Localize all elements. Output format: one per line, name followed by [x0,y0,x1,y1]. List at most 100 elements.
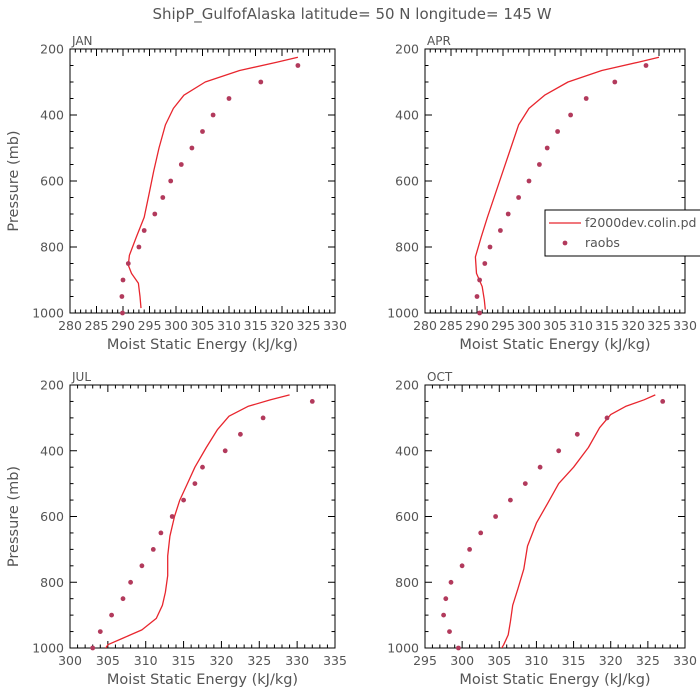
y-tick-label: 200 [40,42,64,57]
obs-point [544,145,550,151]
panel-label: JUL [71,370,91,384]
obs-point [109,612,114,618]
legend-box [544,209,700,257]
y-tick-label: 200 [395,378,419,393]
x-tick-label: 325 [247,653,271,668]
obs-point [498,228,503,233]
y-tick-label: 800 [40,575,64,590]
obs-point [505,211,511,217]
y-tick-label: 800 [395,575,419,590]
model-line [105,394,290,648]
y-tick-label: 400 [40,443,64,458]
y-tick-label: 200 [395,42,419,57]
x-axis-title: Moist Static Energy (kJ/kg) [459,337,650,353]
obs-point [522,481,528,486]
x-tick-label: 325 [647,318,671,333]
y-tick-label: 800 [40,240,64,255]
x-tick-label: 315 [562,653,586,668]
obs-point [537,464,543,470]
y-tick-label: 1000 [32,306,64,321]
obs-point [90,645,96,651]
obs-point [178,162,184,167]
obs-point [482,261,488,266]
obs-point [493,514,498,519]
y-tick-label: 600 [395,509,419,524]
x-tick-label: 305 [96,653,120,668]
x-tick-label: 310 [217,318,241,333]
obs-point [477,277,482,283]
x-tick-label: 310 [569,318,593,333]
x-tick-label: 300 [517,318,541,333]
legend: f2000dev.colin.pd raobs [544,209,700,257]
obs-point [97,629,103,634]
obs-point [309,399,315,404]
y-tick-label: 1000 [387,306,419,321]
x-tick-label: 325 [297,318,321,333]
x-tick-label: 330 [673,318,697,333]
x-tick-label: 325 [636,653,660,668]
x-tick-label: 300 [58,653,82,668]
obs-point [474,294,480,299]
panel-label: APR [427,34,451,48]
panel-label: JAN [71,34,93,48]
obs-point [136,244,142,250]
obs-point [526,178,532,184]
obs-point [200,129,205,134]
x-tick-label: 305 [543,318,567,333]
x-tick-label: 285 [439,318,463,333]
x-tick-label: 315 [595,318,619,333]
obs-point [222,448,228,454]
panels: 280 285 290 295 300 305 310 315 320 325 3302004006… [6,34,697,688]
obs-point [487,244,493,250]
obs-point [200,464,205,470]
obs-point [443,596,449,602]
obs-point [612,79,618,85]
x-axis-title: Moist Static Energy (kJ/kg) [107,337,298,353]
obs-point [192,481,198,486]
obs-point [583,96,589,101]
legend-model-label: f2000dev.colin.pd [585,215,696,230]
x-tick-label: 320 [209,653,233,668]
legend-obs-label: raobs [585,235,620,250]
y-axis-title: Pressure (mb) [6,466,22,567]
panel-label: OCT [427,370,453,384]
obs-point [120,310,125,316]
obs-point [459,563,465,569]
obs-point [139,563,145,569]
x-tick-label: 305 [487,653,511,668]
obs-point [168,178,174,184]
obs-point [568,112,573,118]
x-tick-label: 330 [323,318,347,333]
legend-obs-marker [562,240,568,246]
y-tick-label: 800 [395,240,419,255]
obs-point [643,63,649,68]
obs-point [516,195,521,200]
page-title: ShipP_GulfofAlaska latitude= 50 N longit… [152,5,551,24]
x-tick-label: 310 [524,653,548,668]
obs-point [160,195,166,200]
obs-point [150,547,156,552]
obs-point [441,612,446,618]
obs-point [210,112,216,118]
x-tick-label: 305 [191,318,215,333]
x-tick-label: 300 [164,318,188,333]
obs-point [447,629,452,634]
obs-point [448,579,454,585]
plot-frame [69,384,336,649]
y-tick-label: 1000 [32,641,64,656]
x-tick-label: 320 [621,318,645,333]
x-tick-label: 290 [111,318,135,333]
obs-point [125,261,131,266]
obs-point [120,277,126,283]
x-tick-label: 295 [138,318,162,333]
obs-point [128,579,134,585]
obs-point [158,530,164,536]
x-tick-label: 280 [413,318,437,333]
obs-point [555,129,560,134]
model-line [500,394,656,648]
x-tick-label: 330 [673,653,697,668]
obs-point [604,415,610,421]
x-tick-label: 335 [323,653,347,668]
x-tick-label: 315 [244,318,268,333]
